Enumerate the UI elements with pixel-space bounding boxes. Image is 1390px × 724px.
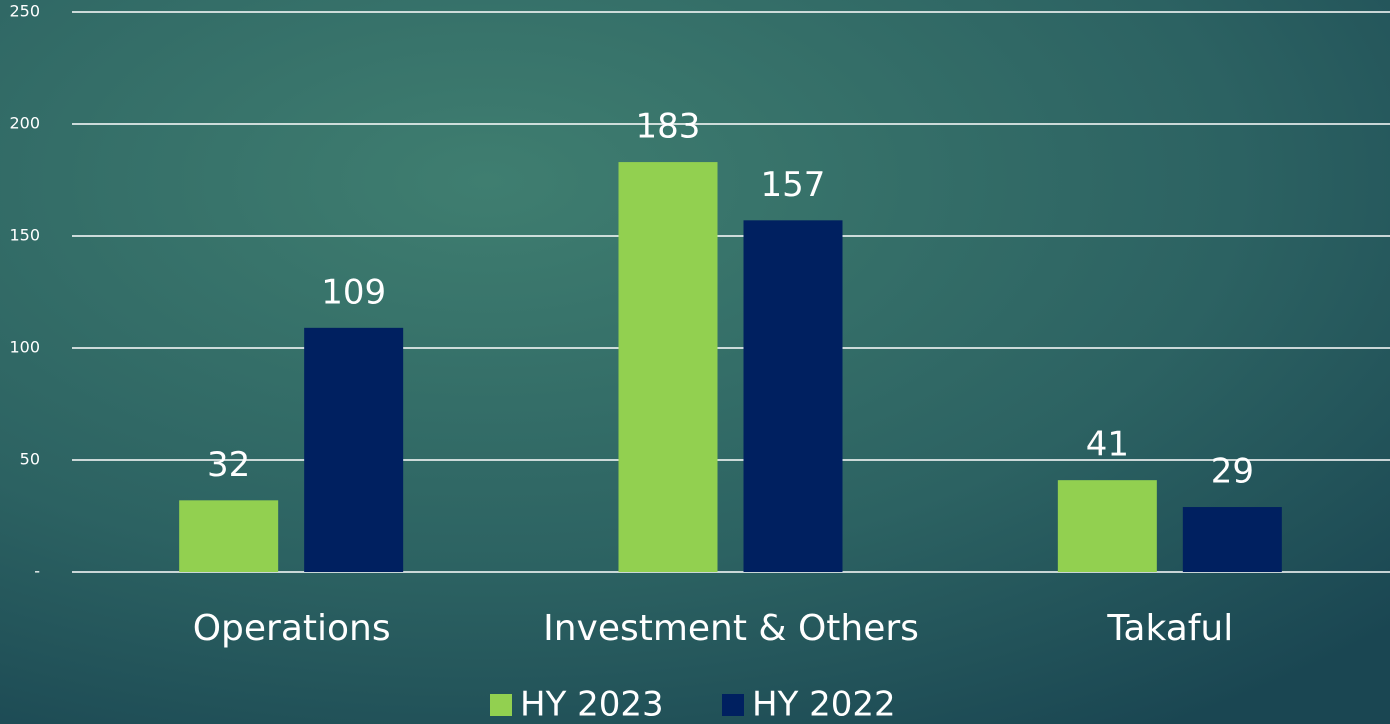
y-tick-label: - <box>34 562 40 581</box>
data-label: 29 <box>1211 452 1254 492</box>
x-tick-label: Takaful <box>1106 608 1233 649</box>
y-tick-label: 200 <box>9 114 40 133</box>
data-label: 41 <box>1086 425 1129 465</box>
x-tick-label: Operations <box>193 608 391 649</box>
data-label: 109 <box>321 272 386 312</box>
bar <box>1057 480 1157 572</box>
y-tick-label: 50 <box>20 450 40 469</box>
legend-swatch <box>490 694 512 716</box>
data-label: 157 <box>761 165 826 205</box>
bar <box>743 220 843 572</box>
legend-swatch <box>722 694 744 716</box>
bar <box>1182 507 1282 572</box>
data-label: 32 <box>207 445 250 485</box>
legend-label: HY 2022 <box>752 685 896 724</box>
y-tick-label: 150 <box>9 226 40 245</box>
bar <box>179 500 279 572</box>
legend-label: HY 2023 <box>520 685 664 724</box>
bar <box>304 327 404 572</box>
y-tick-label: 100 <box>9 338 40 357</box>
x-tick-label: Investment & Others <box>543 608 919 649</box>
data-label: 183 <box>636 107 701 147</box>
y-tick-label: 250 <box>9 2 40 21</box>
bar <box>618 162 718 572</box>
